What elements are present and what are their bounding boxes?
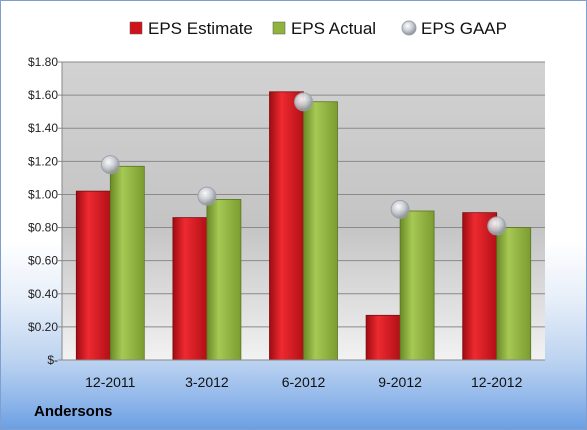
actual-bar-3-2012: [206, 199, 242, 361]
y-tick-label: $1.60: [28, 88, 58, 102]
estimate-bar-3-2012: [172, 217, 208, 361]
actual-bar-12-2011: [109, 165, 145, 361]
estimate-bar-12-2012: [462, 212, 498, 361]
y-tick-label: $0.60: [28, 254, 58, 268]
y-tick-label: $1.40: [28, 121, 58, 135]
y-tick-label: $0.40: [28, 287, 58, 301]
gaap-marker-3-2012: [197, 186, 217, 206]
y-tick-label: $-: [47, 353, 58, 367]
actual-bar-12-2012: [496, 227, 532, 361]
gaap-marker-12-2011: [100, 155, 120, 175]
y-axis: $1.80 $1.60 $1.40 $1.20 $1.00 $0.80 $0.60 $0.40…: [28, 55, 63, 367]
y-tick-label: $1.20: [28, 154, 58, 168]
x-tick-label: 6-2012: [282, 374, 326, 390]
bars: [75, 91, 532, 361]
x-tick-label: 9-2012: [378, 374, 422, 390]
legend-label: EPS GAAP: [421, 19, 507, 38]
legend-swatch-gaap: [401, 20, 417, 36]
x-tick-label: 3-2012: [185, 374, 229, 390]
y-tick-label: $1.80: [28, 55, 58, 69]
y-tick-label: $1.00: [28, 187, 58, 201]
estimate-bar-12-2011: [75, 190, 111, 361]
gaap-marker-9-2012: [390, 199, 410, 219]
actual-bar-6-2012: [303, 101, 338, 361]
estimate-bar-9-2012: [365, 314, 401, 361]
gaap-marker-6-2012: [294, 92, 313, 112]
legend-label: EPS Estimate: [148, 19, 253, 38]
legend-swatch-estimate: [129, 21, 143, 35]
x-axis: 12-2011 3-2012 6-2012 9-2012 12-2012: [62, 359, 545, 390]
x-tick-label: 12-2012: [471, 374, 523, 390]
estimate-bar-6-2012: [269, 91, 304, 361]
legend: EPS Estimate EPS Actual EPS GAAP: [129, 19, 507, 38]
legend-label: EPS Actual: [291, 19, 376, 38]
legend-swatch-actual: [272, 21, 286, 35]
y-tick-label: $0.20: [28, 320, 58, 334]
actual-bar-9-2012: [399, 210, 435, 361]
gaap-markers: [100, 92, 507, 236]
y-tick-label: $0.80: [28, 221, 58, 235]
gaap-marker-12-2012: [487, 216, 507, 236]
company-label: Andersons: [34, 403, 113, 420]
x-tick-label: 12-2011: [85, 374, 136, 390]
